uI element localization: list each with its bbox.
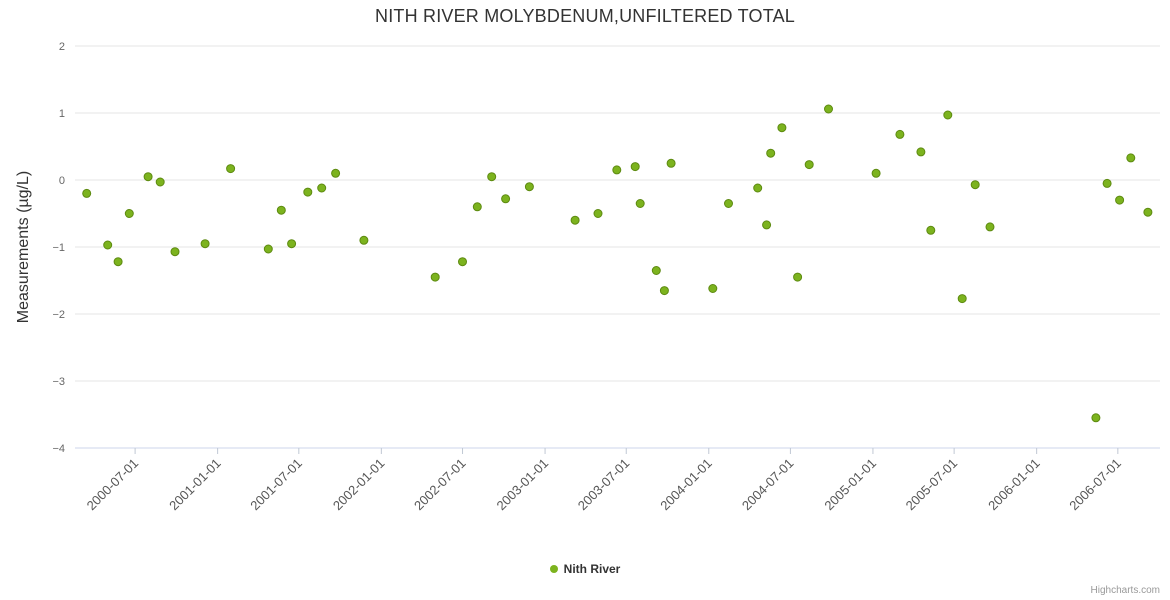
x-tick-label: 2006-01-01 [985,456,1043,514]
data-point[interactable] [124,209,134,218]
data-point[interactable] [317,183,327,193]
y-tick-label: 0 [59,175,65,187]
x-tick-label: 2002-01-01 [330,456,388,514]
data-point[interactable] [487,172,497,182]
chart-title: NITH RIVER MOLYBDENUM,UNFILTERED TOTAL [375,6,795,26]
y-tick-label: 1 [59,108,65,120]
y-tick-label: 2 [59,41,65,53]
data-point[interactable] [524,182,534,192]
x-tick-label: 2003-07-01 [575,456,633,514]
x-tick-label: 2004-07-01 [739,456,797,514]
data-point[interactable] [593,209,603,218]
data-point[interactable] [287,239,297,249]
data-point[interactable] [263,244,273,254]
data-point[interactable] [762,220,772,230]
data-point[interactable] [824,104,833,114]
x-tick-label: 2000-07-01 [84,456,142,514]
data-point[interactable] [1102,178,1112,188]
data-point[interactable] [666,158,676,168]
data-point[interactable] [276,205,286,215]
data-point[interactable] [766,148,776,158]
data-point[interactable] [1126,153,1136,163]
data-point[interactable] [708,284,718,293]
data-point[interactable] [612,165,622,175]
data-point[interactable] [871,168,881,178]
data-point[interactable] [472,202,482,212]
data-point[interactable] [1091,413,1101,423]
data-point[interactable] [82,188,92,198]
legend-item-nith-river[interactable]: Nith River [549,562,621,576]
data-point[interactable] [635,199,645,208]
data-point[interactable] [430,272,440,282]
data-point[interactable] [957,294,967,304]
data-point[interactable] [724,199,733,208]
x-tick-label: 2005-01-01 [821,456,879,514]
x-tick-label: 2001-01-01 [166,456,224,514]
data-point[interactable] [985,222,995,232]
data-point[interactable] [777,123,787,133]
x-tick-label: 2001-07-01 [247,456,305,514]
data-point[interactable] [226,164,236,174]
x-tick-label: 2005-07-01 [903,456,961,514]
data-point[interactable] [651,266,661,275]
data-point[interactable] [895,129,905,139]
data-point[interactable] [303,187,313,197]
data-point[interactable] [659,286,669,296]
x-tick-label: 2006-07-01 [1066,456,1124,514]
legend-label: Nith River [563,562,621,576]
data-point[interactable] [1115,195,1125,205]
legend: Nith River [0,562,1170,576]
data-point[interactable] [501,194,511,204]
data-point[interactable] [943,110,953,120]
legend-marker-icon [549,565,558,573]
y-tick-label: −2 [52,309,65,321]
data-point[interactable] [155,177,165,187]
data-point[interactable] [916,147,926,157]
y-tick-label: −1 [52,242,65,254]
y-tick-label: −4 [52,443,65,455]
x-tick-label: 2002-07-01 [411,456,469,514]
x-tick-label: 2004-01-01 [657,456,715,514]
data-point[interactable] [804,160,814,170]
x-tick-label: 2003-01-01 [494,456,552,514]
data-point[interactable] [113,257,123,267]
data-point[interactable] [926,225,936,235]
data-point[interactable] [103,240,113,250]
data-point[interactable] [200,239,210,249]
data-point[interactable] [359,235,369,245]
data-point[interactable] [753,183,763,193]
data-point[interactable] [170,247,180,257]
highcharts-credits-link[interactable]: Highcharts.com [1090,585,1160,596]
y-tick-label: −3 [52,376,65,388]
data-point[interactable] [970,180,980,190]
data-point[interactable] [458,257,467,267]
data-point[interactable] [793,272,803,282]
data-point[interactable] [1143,207,1153,217]
data-point[interactable] [630,162,640,172]
data-point[interactable] [570,215,580,225]
data-point[interactable] [331,168,341,178]
data-point[interactable] [143,172,153,182]
